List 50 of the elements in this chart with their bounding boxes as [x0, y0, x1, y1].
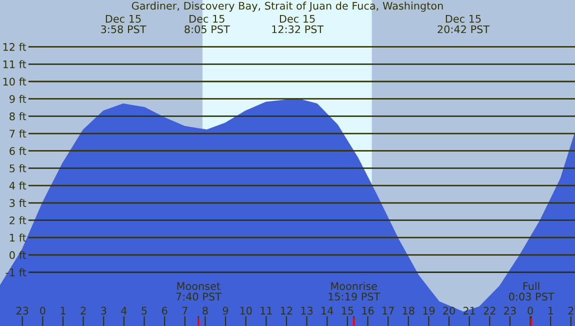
- x-tick-label: 6: [162, 306, 168, 315]
- annotation: Dec 15 20:42 PST: [438, 14, 490, 34]
- y-tick-label: 8 ft: [10, 112, 26, 120]
- y-tick-label: 12 ft: [3, 42, 26, 51]
- annotation: Full 0:03 PST: [509, 282, 554, 301]
- y-tick-label: 0 ft: [10, 250, 26, 260]
- x-tick-label: 3: [101, 306, 106, 315]
- y-tick-label: 9 ft: [10, 94, 26, 103]
- chart-title: Gardiner, Discovery Bay, Strait of Juan de Fuca, Washington: [132, 2, 443, 12]
- x-tick-label: 16: [362, 306, 374, 315]
- y-tick-label: -1 ft: [6, 268, 26, 276]
- x-tick-label: 23: [504, 306, 516, 315]
- x-tick-label: 7: [182, 306, 188, 314]
- x-tick-label: 23: [16, 306, 28, 315]
- x-tick-label: 19: [423, 306, 435, 315]
- x-tick-label: 10: [240, 306, 252, 315]
- x-tick-label: 5: [142, 306, 147, 315]
- x-tick-label: 9: [222, 306, 228, 315]
- x-tick-label: 2: [80, 306, 86, 314]
- x-tick-label: 20: [443, 306, 455, 315]
- x-tick-label: 17: [382, 306, 394, 314]
- y-tick-label: 2 ft: [10, 216, 26, 224]
- x-tick-label: 1: [60, 306, 66, 314]
- y-tick-label: 1 ft: [10, 234, 26, 242]
- x-tick-label: 15: [342, 306, 354, 315]
- y-tick-label: 10 ft: [3, 78, 26, 86]
- y-tick-label: 4 ft: [9, 182, 26, 190]
- annotation: Moonrise 15:19 PST: [328, 282, 380, 301]
- x-tick-label: 0: [528, 306, 533, 315]
- x-tick-label: 13: [301, 306, 313, 315]
- y-tick-label: 6 ft: [10, 146, 26, 155]
- x-tick-label: 2: [568, 306, 574, 314]
- annotation: Dec 15 8:05 PST: [184, 14, 230, 34]
- x-tick-label: 22: [484, 306, 496, 314]
- x-tick-label: 12: [281, 306, 292, 314]
- annotation: Dec 15 12:32 PST: [272, 14, 324, 34]
- x-tick-label: 21: [463, 306, 476, 314]
- x-tick-label: 14: [322, 306, 334, 314]
- y-tick-label: 11 ft: [3, 60, 26, 68]
- y-tick-label: 5 ft: [10, 164, 26, 172]
- annotation: Dec 15 3:58 PST: [101, 14, 146, 34]
- x-tick-label: 1: [548, 306, 553, 314]
- annotation: Moonset 7:40 PST: [176, 282, 222, 301]
- x-tick-label: 4: [121, 306, 127, 314]
- y-tick-label: 3 ft: [10, 198, 26, 207]
- x-tick-label: 0: [40, 306, 46, 315]
- x-tick-label: 11: [260, 306, 272, 314]
- y-tick-label: 7 ft: [10, 130, 26, 138]
- x-tick-label: 8: [202, 306, 208, 315]
- x-tick-label: 18: [402, 306, 414, 315]
